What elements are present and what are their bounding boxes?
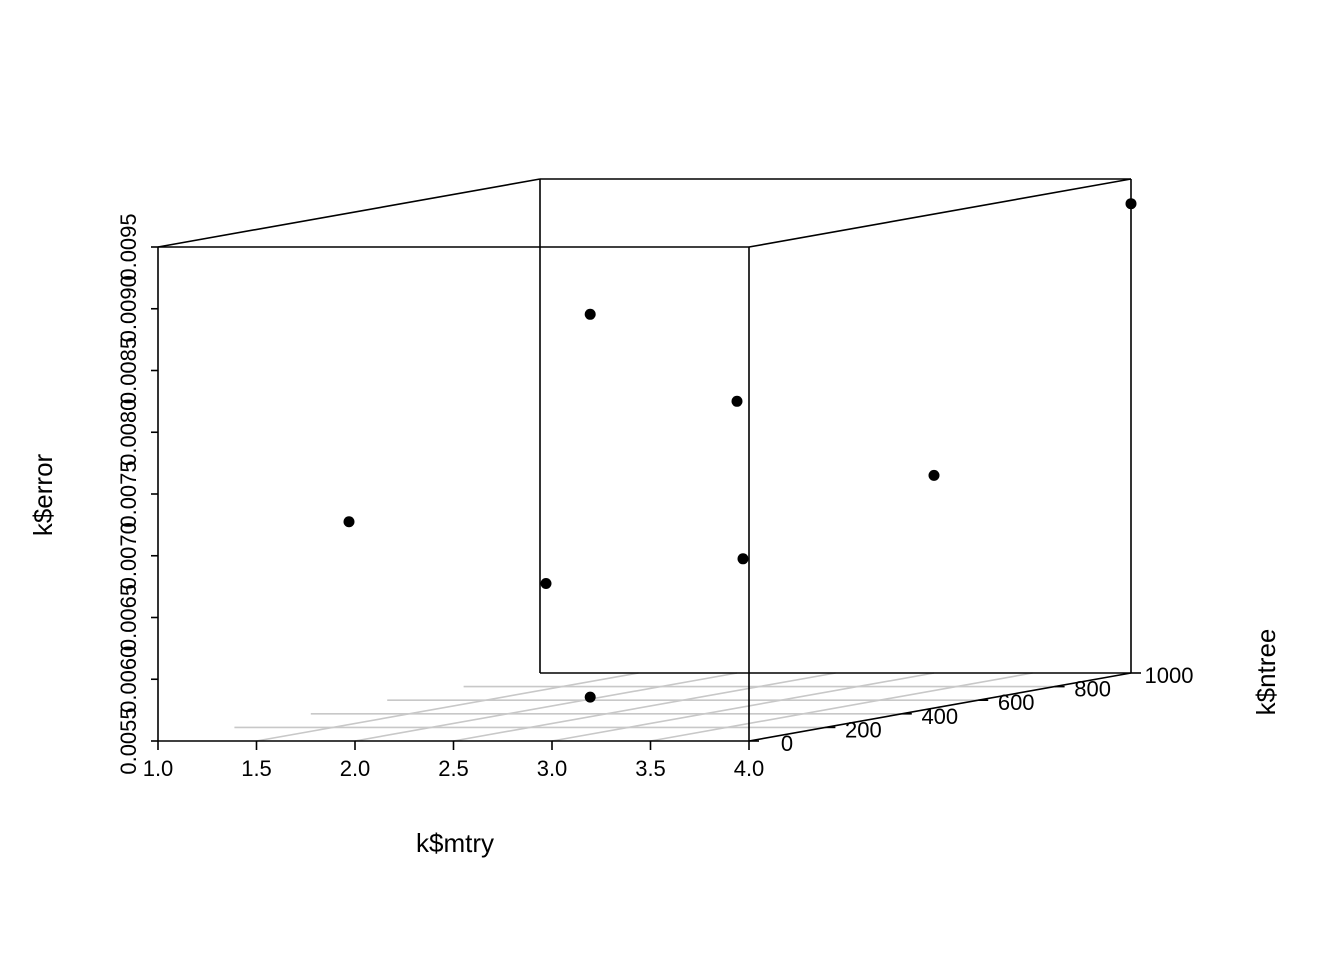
box-edge <box>748 178 1132 248</box>
x-tick-label: 2.5 <box>438 756 469 781</box>
data-points <box>343 198 1137 703</box>
x-tick-label: 3.0 <box>537 756 568 781</box>
data-point <box>737 553 749 565</box>
data-point <box>540 578 552 589</box>
z-tick-label: 0.0080 <box>116 399 141 466</box>
data-point <box>584 691 596 703</box>
axis-ticks <box>151 246 1141 750</box>
z-tick-label: 0.0060 <box>116 646 141 713</box>
data-point <box>928 469 940 481</box>
box-edge <box>157 178 541 248</box>
z-tick-label: 0.0070 <box>116 522 141 589</box>
data-point <box>584 308 596 320</box>
x-axis-title: k$mtry <box>416 828 494 858</box>
y-tick-label: 1000 <box>1145 663 1194 688</box>
z-tick-label: 0.0055 <box>116 707 141 774</box>
x-tick-label: 4.0 <box>734 756 765 781</box>
floor-gridline-x <box>650 672 1033 742</box>
y-tick-label: 200 <box>845 717 882 742</box>
z-tick-label: 0.0090 <box>116 275 141 342</box>
x-tick-label: 3.5 <box>635 756 666 781</box>
z-axis-title: k$error <box>28 453 58 536</box>
z-tick-label: 0.0065 <box>116 584 141 651</box>
z-tick-label: 0.0075 <box>116 460 141 527</box>
y-tick-label: 800 <box>1074 677 1111 702</box>
floor-gridline-x <box>354 672 738 742</box>
floor-grid <box>234 672 1055 742</box>
floor-gridline-x <box>551 672 935 742</box>
y-tick-label: 400 <box>921 704 958 729</box>
data-point <box>343 516 355 528</box>
data-point <box>1125 198 1137 210</box>
x-tick-label: 1.5 <box>241 756 272 781</box>
y-tick-label: 0 <box>781 731 793 756</box>
tick-labels: 1.0 1.5 2.0 2.5 3.0 3.5 4.0 0 200 400 600 800 1000 0.… <box>116 213 1193 781</box>
floor-gridline-x <box>453 672 836 742</box>
plot-box <box>157 178 1132 742</box>
y-axis-title: k$ntree <box>1251 629 1281 716</box>
y-tick-label: 600 <box>998 690 1035 715</box>
z-tick-label: 0.0085 <box>116 337 141 404</box>
floor-gridline-x <box>256 672 639 742</box>
z-tick-label: 0.0095 <box>116 213 141 280</box>
data-point <box>731 395 743 407</box>
x-tick-label: 1.0 <box>143 756 174 781</box>
box-edge <box>748 672 1132 742</box>
x-tick-label: 2.0 <box>340 756 371 781</box>
